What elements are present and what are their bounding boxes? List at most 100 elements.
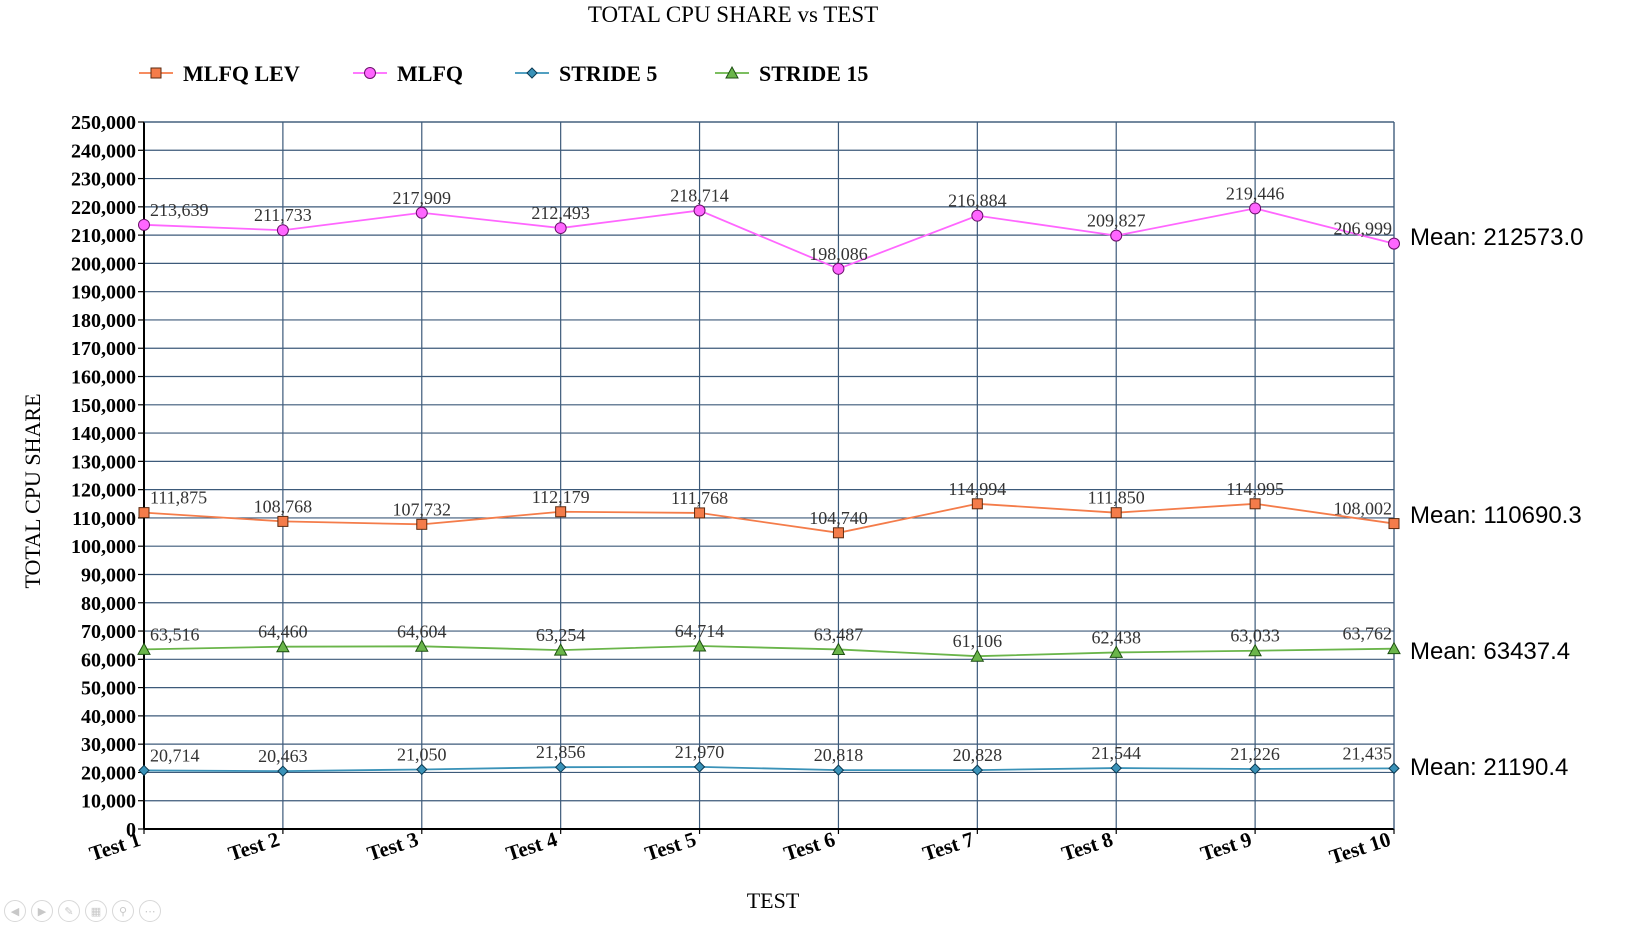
x-tick-label: Test 6	[781, 827, 838, 866]
series-line	[143, 502, 1395, 534]
data-point	[137, 642, 151, 655]
x-axis-title: TEST	[747, 888, 800, 913]
y-tick-label: 220,000	[71, 197, 136, 219]
legend-label: MLFQ	[397, 61, 463, 86]
data-point	[414, 639, 429, 652]
legend-item-stride-5: STRIDE 5	[515, 61, 657, 86]
data-label: 20,818	[814, 745, 864, 765]
y-tick-label: 20,000	[81, 762, 136, 784]
y-tick-label: 170,000	[71, 338, 136, 360]
x-tick-label: Test 5	[642, 827, 699, 866]
data-label: 219,446	[1226, 183, 1285, 203]
data-point	[1387, 641, 1401, 655]
y-tick-label: 140,000	[71, 423, 136, 445]
data-label: 112,179	[532, 487, 590, 507]
data-label: 108,768	[254, 496, 313, 516]
data-label: 62,438	[1091, 627, 1141, 647]
data-point	[971, 764, 984, 776]
data-point	[832, 764, 845, 776]
y-tick-label: 0	[126, 819, 136, 841]
y-tick-label: 110,000	[72, 508, 136, 530]
slides-icon[interactable]: ▦	[85, 900, 107, 922]
y-tick-label: 80,000	[81, 593, 136, 615]
y-tick-label: 230,000	[71, 169, 136, 191]
data-point	[1248, 643, 1262, 657]
zoom-icon[interactable]: ⚲	[112, 900, 134, 922]
data-label: 111,850	[1088, 488, 1145, 508]
data-point	[832, 527, 844, 539]
data-label: 21,050	[397, 744, 447, 764]
data-label: 213,639	[150, 200, 209, 220]
data-label: 111,768	[671, 488, 728, 508]
data-point	[1110, 762, 1122, 774]
mean-label-stride-5: Mean: 21190.4	[1410, 754, 1569, 781]
data-label: 21,970	[675, 742, 725, 762]
legend-label: MLFQ LEV	[183, 61, 300, 86]
data-point	[1388, 518, 1400, 530]
data-point	[276, 639, 290, 653]
legend-marker	[364, 67, 376, 79]
x-tick-label: Test 1	[86, 827, 143, 866]
y-tick-label: 100,000	[71, 536, 136, 558]
mean-label-mlfq: Mean: 212573.0	[1410, 224, 1584, 251]
data-label: 206,999	[1334, 219, 1393, 239]
data-point	[416, 518, 428, 530]
legend-marker	[150, 67, 162, 79]
data-point	[415, 206, 428, 219]
data-point	[1249, 498, 1261, 510]
data-point	[1388, 237, 1400, 250]
slide-controls: ◀ ▶ ✎ ▦ ⚲ ⋯	[4, 900, 161, 922]
y-tick-label: 190,000	[71, 282, 136, 304]
legend-item-mlfq: MLFQ	[353, 61, 463, 86]
data-label: 114,995	[1226, 479, 1284, 499]
data-label: 64,714	[675, 621, 725, 641]
series-mlfq-lev: 111,875 108,768 107,732 112,179 111,768 104,7…	[138, 479, 1400, 539]
data-point	[1388, 762, 1400, 775]
prev-icon[interactable]: ◀	[4, 900, 26, 922]
data-label: 209,827	[1087, 211, 1146, 231]
series-layer: 111,875 108,768 107,732 112,179 111,768 104,7…	[137, 183, 1401, 777]
data-label: 212,493	[531, 203, 590, 223]
legend-marker	[725, 65, 739, 79]
data-label: 63,516	[150, 624, 200, 644]
data-point	[138, 507, 150, 519]
data-label: 63,254	[536, 625, 586, 645]
data-point	[554, 761, 567, 773]
y-tick-label: 150,000	[71, 395, 136, 417]
y-axis-ticks: 0 10,000 20,000 30,000 40,000 50,000 60,000 70,…	[71, 112, 136, 841]
legend: MLFQ LEV MLFQ STRIDE 5 STRIDE 15	[139, 61, 868, 86]
data-point	[971, 498, 983, 510]
data-label: 21,435	[1343, 743, 1393, 763]
series-line	[143, 207, 1395, 270]
data-label: 64,604	[397, 621, 447, 641]
more-icon[interactable]: ⋯	[139, 900, 161, 922]
data-label: 114,994	[948, 479, 1006, 499]
data-label: 20,714	[150, 745, 200, 765]
y-tick-label: 120,000	[71, 480, 136, 502]
pen-icon[interactable]: ✎	[58, 900, 80, 922]
data-label: 111,875	[150, 488, 207, 508]
data-point	[1109, 645, 1124, 658]
y-tick-label: 50,000	[81, 678, 136, 700]
next-icon[interactable]: ▶	[31, 900, 53, 922]
y-tick-label: 40,000	[81, 706, 136, 728]
series-line	[143, 645, 1395, 658]
data-point	[554, 222, 567, 235]
data-point	[832, 262, 845, 275]
y-tick-label: 10,000	[81, 791, 136, 813]
y-axis-title: TOTAL CPU SHARE	[20, 393, 45, 588]
x-tick-label: Test 10	[1326, 827, 1393, 869]
data-label: 21,856	[536, 742, 586, 762]
data-label: 211,733	[254, 205, 312, 225]
data-label: 63,487	[814, 624, 864, 644]
mean-label-mlfq-lev: Mean: 110690.3	[1410, 502, 1582, 529]
data-label: 198,086	[809, 244, 868, 264]
data-point	[416, 763, 428, 776]
data-point	[693, 204, 706, 217]
data-point	[693, 761, 706, 773]
legend-label: STRIDE 5	[559, 61, 657, 86]
y-tick-label: 70,000	[81, 621, 136, 643]
x-tick-label: Test 8	[1059, 827, 1116, 866]
data-point	[277, 765, 289, 777]
